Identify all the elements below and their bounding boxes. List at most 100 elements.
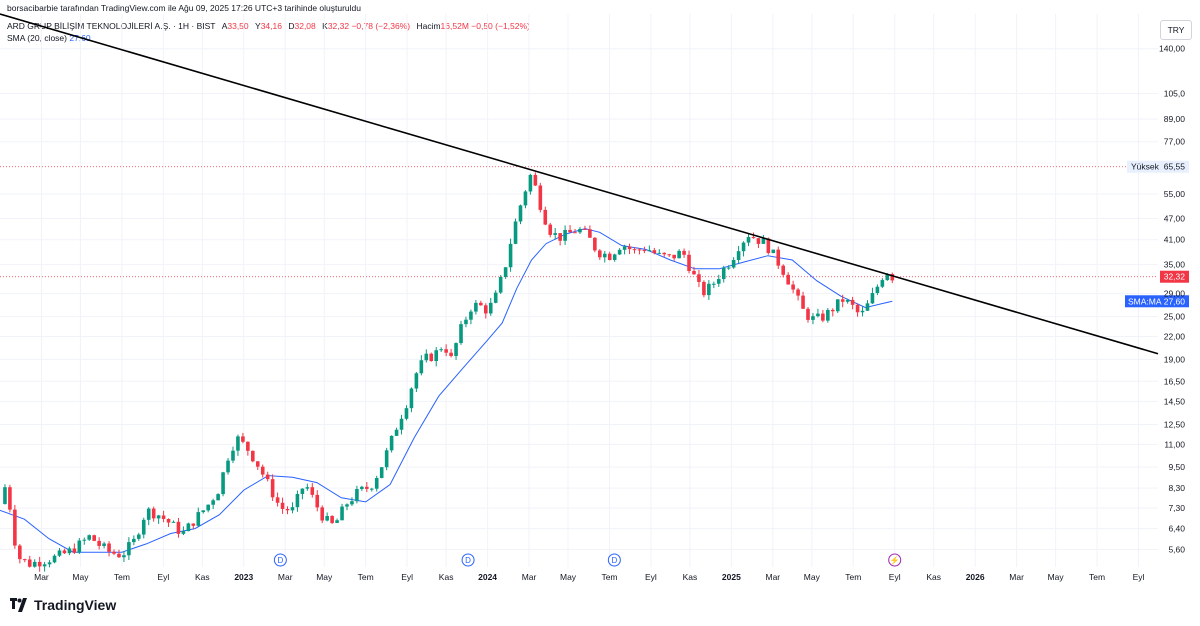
y-tick-label: 105,0 bbox=[1164, 88, 1186, 98]
split-marker-label: ⚡ bbox=[890, 555, 900, 565]
candle-body bbox=[523, 191, 528, 206]
candle-body bbox=[87, 535, 92, 540]
dividend-marker[interactable] bbox=[461, 553, 475, 567]
candle-body bbox=[206, 504, 210, 511]
y-tick-label: 16,50 bbox=[1164, 376, 1186, 386]
candle-body bbox=[692, 270, 696, 275]
candle-body bbox=[305, 487, 310, 489]
candle-body bbox=[136, 534, 141, 539]
candle-body bbox=[176, 521, 181, 534]
candle-body bbox=[558, 233, 562, 241]
candle-body bbox=[255, 461, 260, 467]
last-price-value: 32,32 bbox=[1164, 272, 1186, 282]
price-axis: 140,00 105,0 89,00 77,00 55,00 47,00 41,00 35,0… bbox=[1159, 44, 1185, 555]
tradingview-logo-icon bbox=[10, 598, 27, 612]
candle-body bbox=[746, 237, 751, 243]
candle-body bbox=[528, 174, 533, 192]
low-label: D bbox=[288, 21, 295, 31]
low-value: 32,08 bbox=[294, 21, 316, 31]
candle-body bbox=[27, 559, 32, 567]
candle-body bbox=[315, 494, 320, 508]
symbol-name[interactable]: ARD GRUP BİLİŞİM TEKNOLOJİLERİ A.Ş. · 1H… bbox=[7, 21, 216, 31]
candle-body bbox=[275, 497, 280, 503]
tradingview-logo[interactable]: TradingView bbox=[8, 597, 116, 613]
sma-line bbox=[0, 228, 893, 553]
candle-body bbox=[593, 237, 597, 251]
dividend-marker-label: D bbox=[277, 556, 283, 565]
candle-body bbox=[454, 343, 458, 356]
candle-body bbox=[404, 408, 409, 419]
candle-body bbox=[350, 501, 354, 505]
candle-body bbox=[429, 353, 434, 361]
candle-body bbox=[82, 539, 87, 541]
candle-body bbox=[132, 538, 136, 543]
currency-button[interactable]: TRY bbox=[1160, 20, 1192, 40]
dividend-marker[interactable] bbox=[607, 553, 621, 567]
candle-body bbox=[667, 254, 672, 256]
candle-body bbox=[806, 308, 810, 320]
sma-tag bbox=[1125, 295, 1189, 308]
indicator-label: SMA (20, close) bbox=[7, 33, 67, 43]
candle-body bbox=[682, 250, 686, 255]
candle-body bbox=[707, 283, 711, 296]
candle-body bbox=[598, 250, 602, 258]
candle-body bbox=[602, 253, 607, 258]
volume-change-value: −0,50 (−1,52%) bbox=[471, 21, 530, 31]
candle-body bbox=[830, 309, 835, 312]
candle-body bbox=[399, 418, 404, 430]
candle-body bbox=[578, 228, 582, 233]
candle-body bbox=[875, 286, 880, 294]
x-tick-label: Mar bbox=[1009, 572, 1024, 582]
y-tick-label: 41,00 bbox=[1164, 235, 1186, 245]
open-value: 33,50 bbox=[227, 21, 249, 31]
candle-body bbox=[776, 249, 781, 266]
y-tick-label: 7,30 bbox=[1168, 503, 1185, 513]
x-tick-label: 2023 bbox=[234, 572, 253, 582]
sma-group bbox=[0, 228, 893, 553]
high-value: 65,55 bbox=[1164, 162, 1186, 172]
candle-body bbox=[67, 548, 72, 554]
candle-body bbox=[181, 531, 186, 534]
candle-body bbox=[796, 289, 800, 296]
grid-lines bbox=[0, 14, 1158, 567]
candle-body bbox=[107, 543, 111, 552]
close-label: K bbox=[322, 21, 328, 31]
candle-body bbox=[771, 249, 776, 254]
y-tick-label: 6,40 bbox=[1168, 524, 1185, 534]
x-tick-label: May bbox=[560, 572, 577, 582]
candle-body bbox=[186, 523, 191, 532]
candle-body bbox=[424, 353, 429, 361]
candle-body bbox=[3, 487, 7, 504]
candle-body bbox=[434, 350, 439, 361]
candle-body bbox=[211, 500, 215, 505]
resistance-trendline[interactable] bbox=[0, 13, 1159, 355]
candle-body bbox=[146, 508, 151, 520]
candle-body bbox=[355, 489, 359, 502]
candle-body bbox=[464, 319, 468, 325]
change-value: −0,78 (−2,36%) bbox=[351, 21, 411, 31]
candle-body bbox=[791, 284, 795, 290]
candle-body bbox=[821, 313, 825, 321]
candle-body bbox=[112, 551, 116, 554]
candle-body bbox=[419, 360, 424, 374]
candle-body bbox=[270, 479, 275, 498]
candle-body bbox=[97, 540, 101, 546]
candle-body bbox=[201, 510, 206, 513]
x-tick-label: Eyl bbox=[889, 572, 901, 582]
candle-body bbox=[161, 515, 166, 519]
dividend-marker[interactable] bbox=[273, 553, 287, 567]
candle-body bbox=[726, 267, 731, 269]
candle-body bbox=[444, 349, 448, 353]
candle-body bbox=[786, 274, 790, 285]
event-markers: D D D ⚡ bbox=[273, 553, 902, 567]
candle-body bbox=[196, 512, 201, 526]
candle-body bbox=[52, 555, 57, 563]
candle-body bbox=[880, 280, 885, 287]
y-tick-label: 22,00 bbox=[1164, 332, 1186, 342]
dividend-marker-label: D bbox=[611, 556, 617, 565]
candle-body bbox=[766, 238, 771, 254]
candle-body bbox=[756, 238, 761, 244]
split-marker[interactable] bbox=[888, 553, 902, 567]
candle-body bbox=[330, 516, 334, 523]
